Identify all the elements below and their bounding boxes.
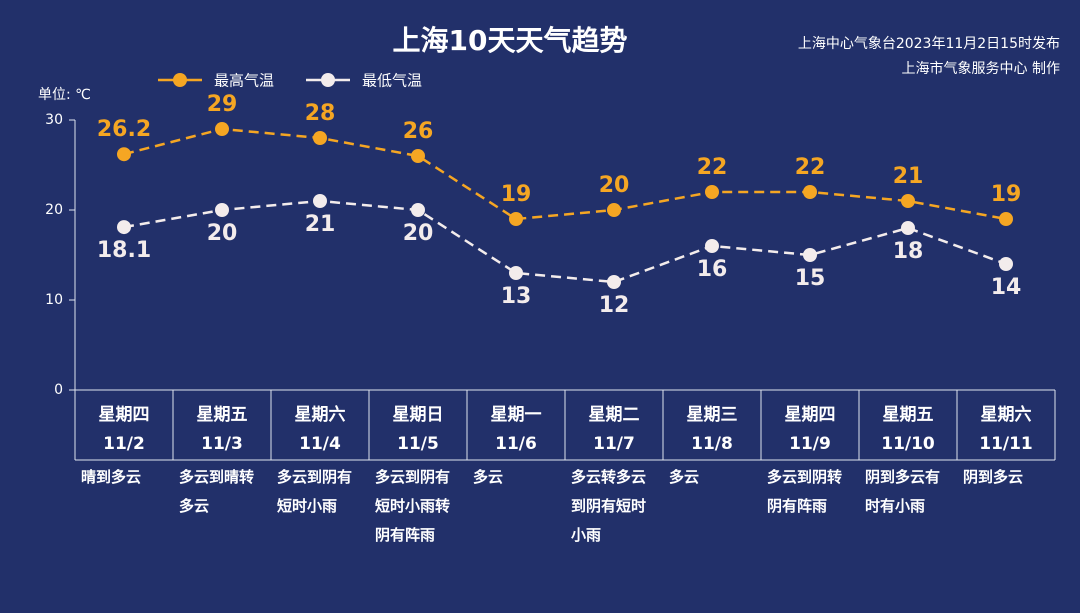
weather-text: 阴到多云有时有小雨 xyxy=(865,468,941,515)
point xyxy=(509,266,523,280)
weather-text: 晴到多云 xyxy=(81,468,142,486)
point xyxy=(705,185,719,199)
point xyxy=(901,221,915,235)
legend-label: 最高气温 xyxy=(214,72,274,90)
weather-text: 多云 xyxy=(669,468,700,486)
weekday-label: 星期五 xyxy=(883,405,934,425)
weekday-label: 星期六 xyxy=(295,404,346,425)
weekday-label: 星期一 xyxy=(491,405,542,425)
value-label: 15 xyxy=(795,266,826,291)
legend-marker xyxy=(321,73,335,87)
point xyxy=(313,194,327,208)
y-tick-label: 0 xyxy=(54,382,63,398)
x-tick-label: 11/5 xyxy=(397,434,439,454)
value-label: 22 xyxy=(795,155,826,180)
point xyxy=(999,212,1013,226)
point xyxy=(411,149,425,163)
value-label: 16 xyxy=(697,257,728,282)
point xyxy=(509,212,523,226)
legend-label: 最低气温 xyxy=(362,72,422,90)
x-tick-label: 11/3 xyxy=(201,434,243,454)
value-label: 18 xyxy=(893,239,924,264)
point xyxy=(313,131,327,145)
value-label: 20 xyxy=(207,221,238,246)
point xyxy=(803,248,817,262)
value-label: 14 xyxy=(991,275,1022,300)
point xyxy=(215,122,229,136)
weather-text: 多云到晴转多云 xyxy=(179,468,255,515)
point xyxy=(117,220,131,235)
weather-text: 多云转多云到阴有短时小雨 xyxy=(571,468,647,544)
value-label: 29 xyxy=(207,92,238,117)
x-tick-label: 11/9 xyxy=(789,434,831,454)
weekday-label: 星期四 xyxy=(785,405,836,425)
value-label: 26.2 xyxy=(97,117,151,142)
point xyxy=(901,194,915,208)
value-label: 20 xyxy=(599,173,630,198)
x-tick-label: 11/2 xyxy=(103,434,145,454)
value-label: 20 xyxy=(403,221,434,246)
point xyxy=(607,203,621,217)
weather-text: 多云到阴转阴有阵雨 xyxy=(767,468,843,515)
weekday-label: 星期五 xyxy=(197,405,248,425)
x-tick-label: 11/8 xyxy=(691,434,733,454)
weather-text: 阴到多云 xyxy=(963,468,1024,486)
y-axis-label: 单位: ℃ xyxy=(38,87,91,103)
chart-title: 上海10天天气趋势 xyxy=(393,24,628,57)
point xyxy=(215,203,229,217)
weekday-label: 星期三 xyxy=(687,405,738,425)
point xyxy=(117,147,131,162)
point xyxy=(411,203,425,217)
weather-text: 多云 xyxy=(473,468,504,486)
x-tick-label: 11/10 xyxy=(881,434,935,454)
x-tick-label: 11/11 xyxy=(979,434,1033,454)
weekday-label: 星期四 xyxy=(99,405,150,425)
weather-text: 多云到阴有短时小雨 xyxy=(277,468,353,515)
y-tick-label: 20 xyxy=(45,202,63,218)
weekday-label: 星期二 xyxy=(589,405,640,425)
point xyxy=(999,257,1013,271)
weather-text: 多云到阴有短时小雨转阴有阵雨 xyxy=(375,468,451,544)
value-label: 26 xyxy=(403,119,434,144)
value-label: 21 xyxy=(893,164,924,189)
x-tick-label: 11/4 xyxy=(299,434,341,454)
weekday-label: 星期六 xyxy=(981,404,1032,425)
y-tick-label: 30 xyxy=(45,112,63,128)
value-label: 19 xyxy=(501,182,532,207)
weekday-label: 星期日 xyxy=(393,405,444,425)
note: 上海中心气象台2023年11月2日15时发布 xyxy=(798,36,1060,52)
point xyxy=(705,239,719,253)
series-line xyxy=(123,127,1007,221)
value-label: 19 xyxy=(991,182,1022,207)
x-tick-label: 11/6 xyxy=(495,434,537,454)
point xyxy=(607,275,621,289)
value-label: 12 xyxy=(599,293,630,318)
point xyxy=(803,185,817,199)
value-label: 18.1 xyxy=(97,238,151,263)
series-line xyxy=(123,199,1007,284)
x-tick-label: 11/7 xyxy=(593,434,635,454)
value-label: 13 xyxy=(501,284,532,309)
value-label: 22 xyxy=(697,155,728,180)
legend-marker xyxy=(173,73,187,87)
y-tick-label: 10 xyxy=(45,292,63,308)
value-label: 28 xyxy=(305,101,336,126)
value-label: 21 xyxy=(305,212,336,237)
note: 上海市气象服务中心 制作 xyxy=(902,60,1060,77)
